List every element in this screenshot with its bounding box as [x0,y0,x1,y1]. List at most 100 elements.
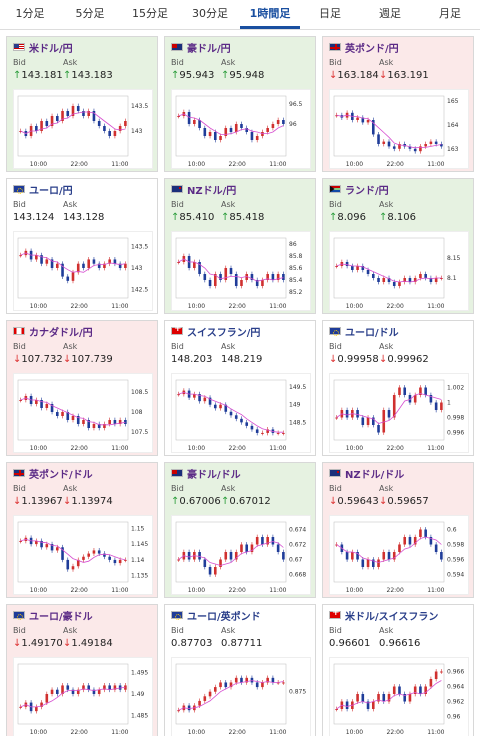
ask-label: Ask [379,484,394,493]
moving-average-line [336,263,442,283]
price-chart[interactable]: 8.15 8.1 10:00 22:00 11:00 [329,231,469,311]
chart-frame [333,379,445,441]
price-chart[interactable]: 0.966 0.964 0.962 0.96 10:00 22:00 11:00 [329,657,469,736]
price-chart[interactable]: 0.6 0.598 0.596 0.594 10:00 22:00 11:00 [329,515,469,595]
price-chart[interactable]: 1.495 1.49 1.485 10:00 22:00 11:00 [13,657,153,736]
ask-label: Ask [221,626,236,635]
bid-price: ↑8.096 [329,211,367,223]
candle [203,397,207,402]
price-chart[interactable]: 143.5 143 142.5 10:00 22:00 11:00 [13,231,153,311]
candle [40,255,43,264]
candle [103,263,106,268]
price-chart[interactable]: 96.5 96 10:00 22:00 11:00 [171,89,311,169]
candle [35,706,38,712]
candle [82,556,85,560]
candle [440,671,443,673]
y-tick-label: 0.596 [447,557,464,564]
pair-name[interactable]: ユーロ/豪ドル [29,611,93,623]
price-chart[interactable]: 1.15 1.145 1.14 1.135 10:00 22:00 11:00 [13,515,153,595]
moving-average-line [20,538,126,563]
candle [219,682,222,688]
tab-7[interactable]: 月足 [439,7,461,20]
candle [124,263,127,268]
rate-card[interactable]: NZドル/円 Bid Ask ↑85.410 ↑85.418 86 85.8 85.… [164,178,316,314]
rate-card[interactable]: 米ドル/円 Bid Ask ↑143.181 ↑143.183 143.5 143… [6,36,158,172]
prices: 0.96601 0.96616 [329,636,467,650]
rate-card[interactable]: 豪ドル/円 Bid Ask ↑95.943 ↑95.948 96.5 96 10:0… [164,36,316,172]
ask-label: Ask [221,342,236,351]
bid-label: Bid [13,484,26,493]
pair-name[interactable]: ユーロ/円 [29,185,73,197]
x-tick-label: 11:00 [111,587,128,594]
rate-card[interactable]: 米ドル/スイスフラン Bid Ask 0.96601 0.96616 0.966… [322,604,474,736]
candle [87,420,91,428]
candle [276,274,280,280]
x-tick-label: 22:00 [387,587,404,594]
prices: ↑95.943 ↑95.948 [171,68,309,82]
candle [408,146,412,149]
rate-card[interactable]: 豪ドル/ドル Bid Ask ↑0.67006 ↑0.67012 0.674 0.… [164,462,316,598]
rate-card[interactable]: NZドル/ドル Bid Ask ↓0.59643 ↓0.59657 0.6 0.5… [322,462,474,598]
pair-name[interactable]: ユーロ/英ポンド [187,611,261,623]
candle [361,117,365,123]
tab-4[interactable]: 1時間足 [240,0,300,29]
tab-5[interactable]: 日足 [319,7,341,20]
ask-price: ↓0.59657 [379,495,429,507]
y-tick-label: 107.5 [131,429,148,436]
pair-name[interactable]: スイスフラン/円 [187,327,261,339]
candle [50,404,54,412]
rate-card[interactable]: 英ポンド/円 Bid Ask ↓163.184 ↓163.191 165 164 1… [322,36,474,172]
pair-name[interactable]: 米ドル/円 [29,43,73,55]
rate-card[interactable]: ユーロ/ドル Bid Ask ↓0.99958 ↓0.99962 1.002 1 0… [322,320,474,456]
price-chart[interactable]: 108.5 108 107.5 10:00 22:00 11:00 [13,373,153,453]
pair-name[interactable]: 英ポンド/ドル [29,469,93,481]
pair-name[interactable]: ユーロ/ドル [345,327,399,339]
tab-0[interactable]: 1分足 [15,7,45,20]
chart-svg: 143.5 143 142.5 10:00 22:00 11:00 [17,237,148,310]
pair-name[interactable]: ランド/円 [345,185,389,197]
rate-card[interactable]: ユーロ/豪ドル Bid Ask ↓1.49170 ↓1.49184 1.495 1… [6,604,158,736]
price-chart[interactable]: 1.002 1 0.998 0.996 10:00 22:00 11:00 [329,373,469,453]
rate-card[interactable]: ユーロ/円 Bid Ask 143.124 143.128 143.5 143 14… [6,178,158,314]
rate-card[interactable]: カナダドル/円 Bid Ask ↓107.732 ↓107.739 108.5 1… [6,320,158,456]
rate-card[interactable]: ランド/円 Bid Ask ↑8.096 ↑8.106 8.15 8.1 10:00… [322,178,474,314]
candle [403,278,407,282]
candle [429,537,433,545]
candle [424,274,427,278]
chart-frame [333,95,445,157]
y-tick-label: 1 [447,400,451,407]
tab-6[interactable]: 週足 [379,7,401,20]
pair-name[interactable]: 豪ドル/ドル [187,469,241,481]
price-chart[interactable]: 86 85.8 85.6 85.4 85.2 10:00 22:00 11:00 [171,231,311,311]
x-tick-label: 11:00 [269,587,286,594]
tab-2[interactable]: 15分足 [132,7,168,20]
tab-1[interactable]: 5分足 [75,7,105,20]
pair-name[interactable]: 英ポンド/円 [345,43,399,55]
price-chart[interactable]: 0.875 10:00 22:00 11:00 [171,657,311,736]
pair-name[interactable]: カナダドル/円 [29,327,93,339]
chart-frame [17,379,129,441]
pair-name[interactable]: 米ドル/スイスフラン [345,611,439,623]
tab-3[interactable]: 30分足 [192,7,228,20]
candle [187,112,191,124]
rate-card[interactable]: スイスフラン/円 Bid Ask 148.203 148.219 149.514… [164,320,316,456]
pair-name[interactable]: NZドル/ドル [345,469,405,481]
price-chart[interactable]: 0.674 0.672 0.67 0.668 10:00 22:00 11:00 [171,515,311,595]
rate-card[interactable]: ユーロ/英ポンド Bid Ask 0.87703 0.87711 0.875 10… [164,604,316,736]
ask-price: 0.96616 [379,637,421,649]
candle [224,682,228,688]
candle [276,432,280,434]
candle [87,111,91,116]
candle [103,424,106,428]
flag-icon [329,185,341,193]
down-arrow-icon: ↓ [329,353,338,365]
price-chart[interactable]: 149.5 149 148.5 10:00 22:00 11:00 [171,373,311,453]
pair-name[interactable]: 豪ドル/円 [187,43,231,55]
candle [76,106,80,111]
pair-name[interactable]: NZドル/円 [187,185,237,197]
price-chart[interactable]: 143.5 143 10:00 22:00 11:00 [13,89,153,169]
price-labels: Bid Ask [329,58,467,68]
prices: ↑143.181 ↑143.183 [13,68,151,82]
price-chart[interactable]: 165 164 163 10:00 22:00 11:00 [329,89,469,169]
rate-card[interactable]: 英ポンド/ドル Bid Ask ↓1.13967 ↓1.13974 1.15 1.… [6,462,158,598]
